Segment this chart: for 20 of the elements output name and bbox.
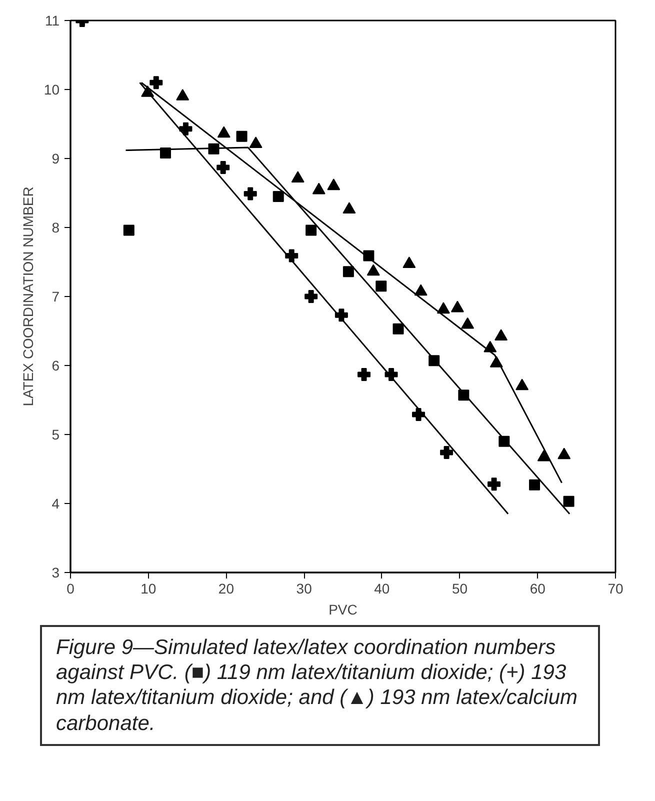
x-tick-label: 60	[530, 580, 546, 596]
y-tick-label: 4	[52, 496, 60, 512]
x-tick-label: 0	[66, 580, 75, 596]
y-tick-label: 9	[52, 150, 60, 166]
x-axis-title: PVC	[328, 602, 358, 618]
caption: Figure 9—Simulated latex/latex coordination numbers against PVC. (■) 119 nm latex/titanium dioxide; (+) 193 nm latex/titanium dioxide; and (▲) 193 nm latex/calcium carbonate.	[56, 635, 579, 736]
x-tick-label: 30	[296, 580, 312, 596]
x-tick-label: 10	[140, 580, 156, 596]
y-tick-label: 11	[44, 12, 60, 28]
x-tick-label: 20	[218, 580, 234, 596]
x-tick-label: 40	[374, 580, 390, 596]
y-tick-label: 7	[52, 288, 60, 304]
y-tick-label: 6	[52, 358, 60, 374]
y-tick-label: 10	[44, 82, 60, 98]
y-tick-label: 5	[52, 426, 60, 442]
y-axis-title: LATEX COORDINATION NUMBER	[20, 186, 36, 406]
y-tick-label: 3	[52, 564, 60, 580]
x-tick-label: 70	[608, 580, 624, 596]
x-tick-label: 50	[452, 580, 468, 596]
y-tick-label: 8	[52, 220, 60, 236]
